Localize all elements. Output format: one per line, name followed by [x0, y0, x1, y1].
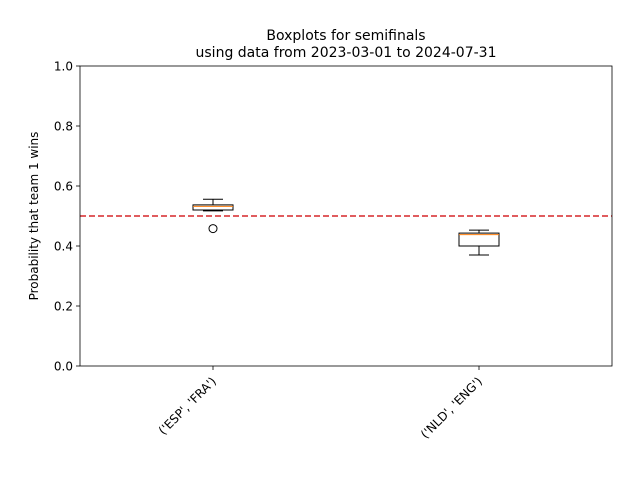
chart-title-line1: Boxplots for semifinals — [266, 28, 425, 44]
y-tick-label: 1.0 — [54, 60, 73, 74]
box — [192, 204, 234, 211]
axes-frame — [79, 65, 613, 367]
y-tick-label: 0.8 — [54, 120, 73, 134]
y-axis-label: Probability that team 1 wins — [27, 132, 41, 301]
y-tick-label: 0.4 — [54, 240, 73, 254]
y-tick-label: 0.0 — [54, 360, 73, 374]
y-tick-label: 0.2 — [54, 300, 73, 314]
chart-title-line2: using data from 2023-03-01 to 2024-07-31 — [196, 45, 497, 61]
outlier-point — [208, 224, 218, 234]
x-tick-label: ('NLD', 'ENG') — [418, 374, 485, 441]
box — [458, 232, 500, 247]
plot-area: 0.0 0.2 0.4 0.6 0.8 1.0 ('ESP', 'FRA') ('NLD', … — [54, 60, 613, 441]
y-tick-label: 0.6 — [54, 180, 73, 194]
x-tick-label: ('ESP', 'FRA') — [156, 374, 219, 437]
